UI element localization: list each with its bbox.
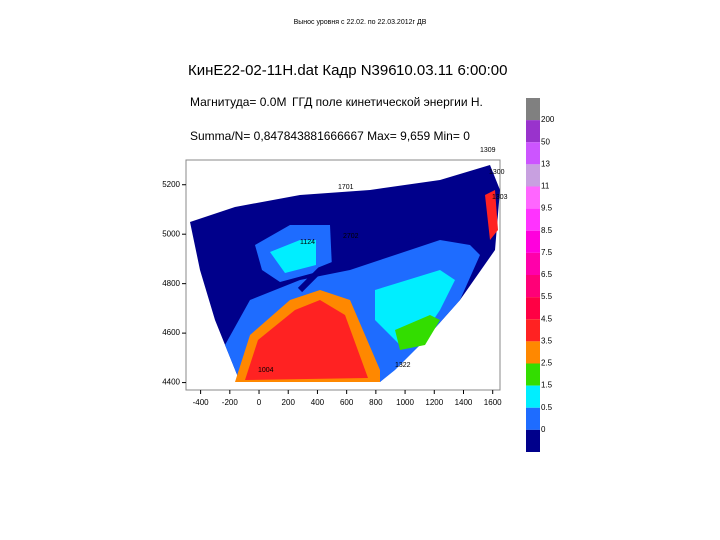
colorbar-label: 8.5 — [541, 226, 553, 235]
contour-region — [375, 270, 455, 345]
colorbar-cell — [526, 142, 540, 165]
station-label: 1300 — [489, 169, 505, 176]
colorbar-label: 6.5 — [541, 270, 553, 279]
colorbar-label: 3.5 — [541, 336, 553, 345]
y-tick-label: 4600 — [162, 328, 180, 337]
colorbar-cell — [526, 98, 540, 121]
x-tick-label: 0 — [257, 398, 262, 407]
station-label: 1004 — [258, 367, 274, 374]
contour-ridge — [297, 228, 481, 293]
colorbar-cell — [526, 186, 540, 209]
colorbar-cell — [526, 208, 540, 231]
station-label: 1322 — [395, 362, 411, 369]
y-tick-label: 4800 — [162, 279, 180, 288]
colorbar-cell — [526, 429, 540, 452]
x-tick-label: 1600 — [484, 398, 502, 407]
x-tick-label: 200 — [282, 398, 296, 407]
station-label: 1309 — [480, 147, 496, 154]
colorbar-label: 200 — [541, 115, 555, 124]
colorbar-label: 5.5 — [541, 292, 553, 301]
colorbar-cell — [526, 120, 540, 143]
colorbar-cell — [526, 319, 540, 342]
station-label: 2702 — [343, 233, 359, 240]
station-label: 1701 — [338, 184, 354, 191]
magnitude: Магнитуда= 0.0М — [190, 95, 286, 109]
stats: Summa/N= 0,847843881666667 Max= 9,659 Mi… — [190, 129, 470, 143]
colorbar-label: 0 — [541, 425, 546, 434]
colorbar-label: 7.5 — [541, 248, 553, 257]
x-tick-label: 1200 — [425, 398, 443, 407]
colorbar-label: 50 — [541, 137, 550, 146]
y-tick-label: 4400 — [162, 378, 180, 387]
colorbar-label: 11 — [541, 182, 550, 191]
x-tick-label: -200 — [222, 398, 239, 407]
contour-region — [245, 300, 368, 380]
station-label: 1124 — [300, 239, 315, 246]
contour-region — [485, 190, 498, 240]
colorbar-cell — [526, 275, 540, 298]
colorbar-cell — [526, 164, 540, 187]
plot-frame — [185, 159, 501, 391]
contour-region — [270, 240, 316, 273]
colorbar-cell — [526, 297, 540, 320]
y-tick-label: 5000 — [162, 229, 180, 238]
colorbar-cell — [526, 407, 540, 430]
colorbar-cell — [526, 341, 540, 364]
contour-region — [395, 315, 440, 350]
colorbar-label: 1.5 — [541, 381, 553, 390]
x-tick-label: 400 — [311, 398, 325, 407]
x-tick-label: 1000 — [396, 398, 414, 407]
colorbar-label: 0.5 — [541, 403, 553, 412]
y-tick-label: 5200 — [162, 180, 180, 189]
colorbar-cell — [526, 363, 540, 386]
chart-title: КинЕ22-02-11Н.dat Кадр N396 — [188, 62, 397, 79]
x-tick-label: 600 — [340, 398, 354, 407]
colorbar-cell — [526, 385, 540, 408]
colorbar-label: 13 — [541, 159, 550, 168]
colorbar-label: 2.5 — [541, 359, 553, 368]
colorbar-label: 4.5 — [541, 314, 553, 323]
colorbar-cell — [526, 230, 540, 253]
x-tick-label: -400 — [193, 398, 210, 407]
station-label: 1303 — [492, 194, 508, 201]
datetime: 10.03.11 6:00:00 — [396, 62, 508, 79]
colorbar-label: 9.5 — [541, 204, 553, 213]
field-name: ГГД поле кинетической энергии Н. — [292, 95, 483, 109]
slide-title: Вынос уровня с 22.02. по 22.03.2012г ДВ — [294, 19, 427, 26]
x-tick-label: 1400 — [455, 398, 473, 407]
x-tick-label: 800 — [369, 398, 383, 407]
colorbar-cell — [526, 252, 540, 275]
